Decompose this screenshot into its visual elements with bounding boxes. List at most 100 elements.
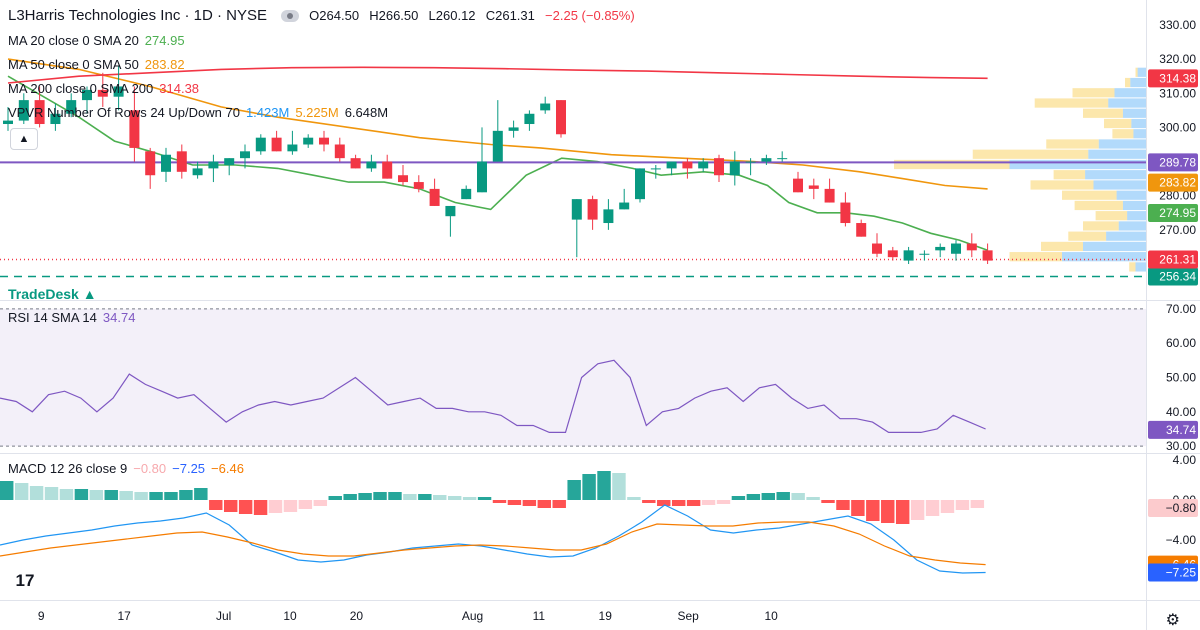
rsi-tick-label: 50.00 bbox=[1166, 371, 1196, 385]
rsi-value: 34.74 bbox=[102, 310, 136, 325]
macd-line-value: −7.25 bbox=[172, 461, 206, 476]
macd-hist-bar bbox=[433, 495, 447, 500]
macd-hist-bar bbox=[89, 490, 104, 500]
ma50-legend[interactable]: MA 50 close 0 SMA 50 283.82 bbox=[8, 57, 191, 73]
macd-hist-bar bbox=[477, 497, 492, 500]
candle-body bbox=[97, 89, 108, 97]
macd-hist-bar bbox=[910, 500, 925, 520]
ma20-legend[interactable]: MA 20 close 0 SMA 20 274.95 bbox=[8, 33, 191, 49]
x-tick-label: Aug bbox=[462, 609, 483, 623]
candle-body bbox=[66, 100, 77, 114]
macd-hist-bar bbox=[970, 500, 985, 508]
rsi-value-label: 34.74 bbox=[1166, 423, 1196, 437]
vpvr-down-bar bbox=[1129, 262, 1136, 272]
macd-hist-bar bbox=[806, 497, 820, 500]
macd-hist-bar bbox=[358, 493, 372, 500]
macd-hist-bar bbox=[0, 481, 14, 500]
vpvr-up-bar bbox=[1122, 108, 1146, 118]
ma200-label: MA 200 close 0 SMA 200 bbox=[8, 81, 154, 96]
x-tick-label: Sep bbox=[678, 609, 700, 623]
macd-hist-bar bbox=[881, 500, 895, 523]
candle-body bbox=[682, 161, 693, 169]
rsi-legend[interactable]: RSI 14 SMA 14 34.74 bbox=[8, 310, 141, 326]
ma50-label: MA 50 close 0 SMA 50 bbox=[8, 57, 139, 72]
candle-body bbox=[887, 250, 898, 258]
vpvr-up-bar bbox=[1062, 252, 1146, 262]
price-label: 274.95 bbox=[1159, 206, 1196, 220]
candle-body bbox=[729, 161, 740, 176]
macd-hist-bar bbox=[671, 500, 686, 506]
candle-body bbox=[82, 89, 92, 101]
vpvr-up-bar bbox=[1127, 211, 1146, 221]
x-tick-label: 19 bbox=[599, 609, 613, 623]
gear-icon[interactable]: ⚙ bbox=[1165, 612, 1180, 629]
price-tick-label: 300.00 bbox=[1159, 120, 1196, 134]
macd-hist-bar bbox=[418, 494, 432, 500]
vpvr-down-bar bbox=[1046, 139, 1099, 149]
candle-body bbox=[113, 86, 124, 97]
triangle-up-icon: ▲ bbox=[82, 286, 97, 302]
macd-hist-bar bbox=[134, 492, 148, 500]
vpvr-up-bar bbox=[1135, 262, 1146, 272]
macd-tick-label: 4.00 bbox=[1173, 453, 1197, 467]
candle-body bbox=[398, 175, 408, 183]
vpvr-down-bar bbox=[1083, 108, 1123, 118]
price-tick-label: 270.00 bbox=[1159, 223, 1196, 237]
candle-body bbox=[161, 154, 171, 172]
macd-value-label: −7.25 bbox=[1166, 566, 1197, 580]
macd-hist-bar bbox=[59, 489, 74, 500]
macd-hist-bar bbox=[223, 500, 238, 512]
macd-hist-bar bbox=[149, 492, 163, 500]
ma200-legend[interactable]: MA 200 close 0 SMA 200 314.38 bbox=[8, 81, 205, 97]
eye-icon[interactable] bbox=[281, 10, 299, 23]
tradedesk-label[interactable]: TradeDesk ▲ bbox=[8, 286, 97, 302]
candle-body bbox=[445, 205, 456, 217]
candle-body bbox=[714, 158, 724, 176]
x-tick-label: 10 bbox=[764, 609, 778, 623]
candle-body bbox=[619, 202, 630, 210]
candle-body bbox=[145, 151, 156, 176]
macd-value-label-bg bbox=[1148, 499, 1198, 517]
vpvr-down-bar bbox=[1135, 67, 1138, 77]
macd-legend[interactable]: MACD 12 26 close 9 −0.80 −7.25 −6.46 bbox=[8, 461, 250, 477]
vpvr-up-bar bbox=[1118, 221, 1146, 231]
x-tick-label: Jul bbox=[216, 609, 231, 623]
candle-body bbox=[508, 127, 519, 131]
macd-hist-bar bbox=[582, 474, 596, 500]
macd-hist-bar bbox=[164, 492, 178, 500]
macd-hist-bar bbox=[298, 500, 313, 509]
hline-label: 256.34 bbox=[1159, 269, 1196, 283]
macd-value-label: −0.80 bbox=[1166, 501, 1197, 515]
price-tick-label: 280.00 bbox=[1159, 189, 1196, 203]
macd-hist-bar bbox=[373, 492, 387, 500]
symbol-title[interactable]: L3Harris Technologies Inc · 1D · NYSE bbox=[8, 7, 267, 24]
collapse-legend-button[interactable]: ▲ bbox=[10, 128, 38, 150]
candle-body bbox=[951, 243, 961, 254]
vpvr-down-bar bbox=[1104, 118, 1132, 129]
macd-hist-bar bbox=[567, 480, 581, 500]
macd-hist-bar bbox=[522, 500, 537, 506]
candle-body bbox=[350, 158, 361, 169]
vpvr-up-bar bbox=[1133, 129, 1146, 139]
candle-body bbox=[524, 113, 535, 125]
candle-body bbox=[461, 188, 472, 200]
tradingview-logo-icon[interactable]: 17 bbox=[10, 570, 40, 592]
macd-hist-bar bbox=[612, 473, 626, 500]
vpvr-down-bar bbox=[1125, 77, 1131, 88]
candle-body bbox=[477, 161, 487, 193]
macd-hist-bar bbox=[209, 500, 223, 510]
macd-hist-bar bbox=[268, 500, 283, 513]
ma20-value: 274.95 bbox=[144, 33, 185, 48]
ohlc-open: O264.50 bbox=[309, 8, 360, 23]
vpvr-legend[interactable]: VPVR Number Of Rows 24 Up/Down 70 1.423M 5… bbox=[8, 105, 394, 121]
x-tick-label: 20 bbox=[350, 609, 364, 623]
candle-body bbox=[587, 199, 598, 220]
vpvr-down-bar bbox=[1112, 129, 1134, 139]
vpvr-up-bar bbox=[1088, 149, 1146, 159]
candle-body bbox=[903, 250, 914, 261]
ohlc-close: C261.31 bbox=[485, 8, 535, 23]
candle-body bbox=[919, 253, 930, 255]
macd-hist-bar bbox=[955, 500, 970, 510]
macd-hist-value: −0.80 bbox=[133, 461, 167, 476]
